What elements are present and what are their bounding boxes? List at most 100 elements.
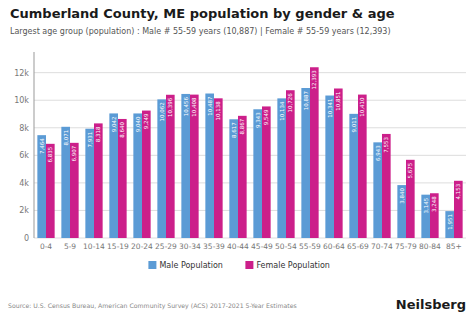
bar: [397, 185, 406, 238]
y-tick-label: 12k: [14, 69, 29, 78]
data-label: 8,867: [239, 118, 245, 134]
legend-swatch: [148, 261, 156, 269]
bar: [85, 129, 94, 238]
x-tick-label: 55-59: [299, 242, 321, 251]
x-tick-label: 35-39: [203, 242, 225, 251]
data-label: 6,907: [71, 145, 77, 161]
bar: [373, 142, 382, 238]
data-label: 12,393: [311, 70, 317, 90]
bar: [118, 119, 127, 238]
data-label: 10,396: [167, 97, 173, 117]
y-axis: 0 2k 4k 6k 8k 10k 12k: [14, 52, 466, 243]
x-tick-label: 10-14: [83, 242, 105, 251]
data-label: 9,042: [111, 116, 117, 132]
bar: [133, 113, 142, 238]
bar: [166, 95, 175, 238]
data-label: 3,840: [399, 188, 405, 204]
legend-label: Male Population: [159, 261, 223, 270]
data-label: 3,145: [423, 197, 429, 213]
grid-line: [34, 72, 466, 73]
y-tick-label: 4k: [19, 179, 29, 188]
data-label: 10,341: [327, 99, 333, 118]
data-labels: 7,4648,0717,9319,0429,04010,06210,45610,…: [39, 70, 462, 230]
bar: [301, 88, 310, 238]
bars: [37, 67, 462, 238]
data-label: 10,851: [335, 91, 341, 110]
chart: Cumberland County, ME population by gend…: [0, 0, 474, 316]
data-label: 7,931: [87, 132, 93, 148]
data-label: 10,138: [215, 101, 221, 121]
x-tick-label: 30-34: [179, 242, 201, 251]
bar: [358, 95, 367, 238]
x-axis: 0-45-910-1415-1920-2425-2930-3435-3940-4…: [40, 242, 462, 251]
data-label: 5,675: [407, 162, 413, 178]
bar: [406, 160, 415, 238]
x-tick-label: 80-84: [419, 242, 441, 251]
bar: [382, 134, 391, 238]
legend-label: Female Population: [256, 261, 330, 270]
x-tick-label: 5-9: [64, 242, 76, 251]
subtitle: Largest age group (population) : Male # …: [10, 27, 391, 36]
bar: [325, 96, 334, 238]
bar: [157, 99, 166, 238]
legend: Male Population Female Population: [148, 261, 330, 270]
y-tick-label: 6k: [19, 151, 29, 160]
data-label: 3,248: [431, 196, 437, 212]
bar: [445, 211, 454, 238]
data-label: 9,343: [255, 112, 261, 128]
x-tick-label: 60-64: [323, 242, 345, 251]
bar: [70, 143, 79, 238]
bar: [454, 181, 463, 238]
bar: [253, 109, 262, 238]
bar: [430, 193, 439, 238]
x-tick-label: 70-74: [371, 242, 393, 251]
bar: [262, 106, 271, 238]
y-tick-label: 2k: [19, 206, 29, 215]
bar: [421, 195, 430, 238]
bar: [277, 98, 286, 238]
bar: [61, 127, 70, 238]
x-tick-label: 65-69: [347, 242, 369, 251]
bar: [190, 95, 199, 238]
data-label: 10,408: [191, 97, 197, 117]
data-label: 6,943: [375, 145, 381, 161]
legend-swatch: [245, 261, 253, 269]
data-label: 8,617: [231, 122, 237, 138]
data-label: 9,011: [351, 117, 357, 133]
bar: [181, 94, 190, 238]
bar: [229, 119, 238, 238]
source: Source: U.S. Census Bureau, American Com…: [8, 302, 297, 310]
title: Cumberland County, ME population by gend…: [10, 6, 395, 21]
y-tick-label: 0: [24, 234, 29, 243]
x-tick-label: 40-44: [227, 242, 249, 251]
x-tick-label: 0-4: [40, 242, 52, 251]
data-label: 10,062: [159, 102, 165, 121]
data-label: 10,887: [303, 91, 309, 111]
data-label: 10,487: [207, 96, 213, 116]
data-label: 8,071: [63, 130, 69, 146]
bar: [205, 94, 214, 238]
bar: [334, 88, 343, 238]
bar: [37, 135, 46, 238]
y-tick-label: 8k: [19, 124, 29, 133]
bar: [286, 90, 295, 238]
y-axis-line: [34, 52, 35, 238]
brand: Neilsberg: [396, 297, 466, 312]
bar: [238, 116, 247, 238]
data-label: 1,951: [447, 214, 453, 230]
bar: [142, 111, 151, 238]
data-label: 10,410: [359, 97, 365, 117]
y-tick-label: 10k: [14, 96, 29, 105]
bar: [214, 98, 223, 238]
data-label: 8,318: [95, 126, 101, 142]
x-tick-label: 20-24: [131, 242, 153, 251]
data-label: 9,040: [135, 116, 141, 132]
x-tick-label: 85+: [446, 242, 462, 251]
data-label: 9,549: [263, 109, 269, 125]
bar: [46, 144, 55, 238]
x-tick-label: 50-54: [275, 242, 297, 251]
bar: [94, 123, 103, 238]
x-tick-label: 75-79: [395, 242, 417, 251]
data-label: 10,726: [287, 93, 293, 113]
bar: [109, 113, 118, 238]
